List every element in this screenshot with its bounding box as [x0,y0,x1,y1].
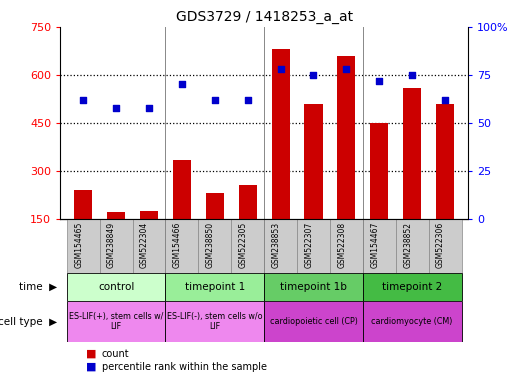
Text: cardiomyocyte (CM): cardiomyocyte (CM) [371,317,453,326]
Bar [238,185,257,219]
Bar [206,193,224,219]
Bar [74,190,92,219]
Bar [107,212,125,219]
Bar [363,273,461,301]
Text: percentile rank within the sample: percentile rank within the sample [102,362,267,372]
Text: GSM154465: GSM154465 [74,222,83,268]
Point [112,104,120,111]
Bar [363,219,396,273]
Text: time  ▶: time ▶ [19,282,58,292]
Bar [271,49,290,219]
Point [178,81,186,88]
Bar [99,219,132,273]
Text: GSM522307: GSM522307 [304,222,313,268]
Point [145,104,153,111]
Text: GSM238850: GSM238850 [206,222,215,268]
Bar [67,273,165,301]
Bar [140,211,158,219]
Bar [198,219,231,273]
Bar [264,273,363,301]
Point [211,97,219,103]
Text: GSM522305: GSM522305 [238,222,248,268]
Text: ■: ■ [86,362,97,372]
Point [375,78,383,84]
Text: GSM238853: GSM238853 [271,222,280,268]
Text: cell type  ▶: cell type ▶ [0,316,58,327]
Text: ES-LIF(+), stem cells w/
LIF: ES-LIF(+), stem cells w/ LIF [69,312,163,331]
Text: GSM522304: GSM522304 [140,222,149,268]
Point [342,66,350,72]
Bar [231,219,264,273]
Bar [436,104,454,219]
Text: GSM238852: GSM238852 [403,222,412,268]
Bar [337,56,356,219]
Bar [132,219,165,273]
Bar [264,301,363,342]
Text: ES-LIF(-), stem cells w/o
LIF: ES-LIF(-), stem cells w/o LIF [167,312,263,331]
Bar [363,301,461,342]
Text: cardiopoietic cell (CP): cardiopoietic cell (CP) [269,317,357,326]
Bar [297,219,330,273]
Bar [165,273,264,301]
Bar [396,219,429,273]
Text: GSM238849: GSM238849 [107,222,116,268]
Text: timepoint 1b: timepoint 1b [280,282,347,292]
Point [244,97,252,103]
Point [441,97,449,103]
Bar [264,219,297,273]
Bar [304,104,323,219]
Text: count: count [102,349,130,359]
Text: timepoint 2: timepoint 2 [382,282,442,292]
Bar [165,219,198,273]
Point [408,72,416,78]
Point [276,66,285,72]
Bar [429,219,461,273]
Text: control: control [98,282,134,292]
Text: ■: ■ [86,349,97,359]
Text: GSM522308: GSM522308 [337,222,346,268]
Text: GSM522306: GSM522306 [436,222,445,268]
Bar [165,301,264,342]
Point [79,97,87,103]
Bar [403,88,421,219]
Title: GDS3729 / 1418253_a_at: GDS3729 / 1418253_a_at [176,10,353,25]
Bar [173,160,191,219]
Bar [67,301,165,342]
Point [309,72,317,78]
Text: timepoint 1: timepoint 1 [185,282,245,292]
Bar [330,219,363,273]
Bar [370,123,388,219]
Text: GSM154466: GSM154466 [173,222,182,268]
Bar [67,219,99,273]
Text: GSM154467: GSM154467 [370,222,379,268]
